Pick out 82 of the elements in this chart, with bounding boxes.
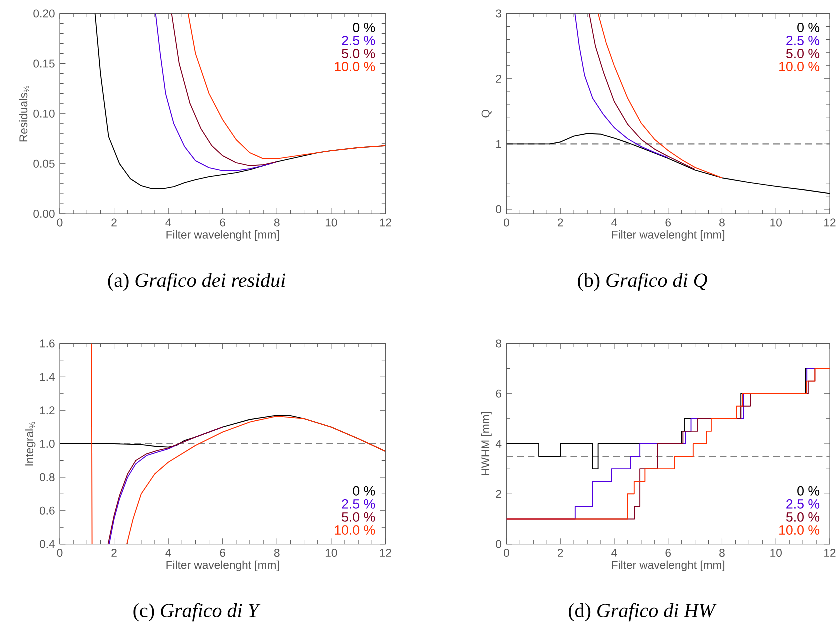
x-tick-label: 0 xyxy=(504,218,510,227)
text: 0 % xyxy=(353,486,376,496)
x-tick-label: 2 xyxy=(558,549,564,557)
text: (c) Grafico di Υ xyxy=(134,603,261,622)
y-tick-label: 0.6 xyxy=(40,506,55,515)
y-axis-title: Residuals$_{%}$ xyxy=(19,86,30,142)
text: (b) Grafico di Q xyxy=(578,272,708,292)
x-tick-label: 6 xyxy=(666,218,672,227)
text: 5.0 % xyxy=(786,49,820,58)
text: 10.0 % xyxy=(780,526,820,535)
y-tick-label: 1.0 xyxy=(40,440,55,448)
x-tick-label: 6 xyxy=(666,549,672,558)
text: 5.0 % xyxy=(786,512,820,522)
x-tick-label: 8 xyxy=(720,218,725,227)
y-tick-label: 2 xyxy=(496,74,502,83)
text: 2.5 % xyxy=(342,499,376,509)
y-tick-label: 0.4 xyxy=(40,540,55,548)
x-tick-label: 6 xyxy=(220,218,226,227)
text: 0 % xyxy=(798,23,820,32)
line-series xyxy=(155,14,278,172)
y-tick-label: 0.8 xyxy=(40,473,55,482)
y-tick-label: 0 xyxy=(496,540,502,548)
y-tick-label: 0.05 xyxy=(34,160,55,168)
x-tick-label: 10 xyxy=(770,549,782,558)
text: 10.0 % xyxy=(335,526,376,535)
y-axis-title: Integral$_{%}$ xyxy=(25,422,36,466)
y-axis-title: HWHM [mm] xyxy=(481,412,492,476)
y-tick-label: 4 xyxy=(496,440,502,448)
text: (d) Grafico di HW xyxy=(569,603,717,622)
x-tick-label: 10 xyxy=(326,549,338,558)
y-tick-label: 1.2 xyxy=(40,406,55,415)
x-axis-title: Filter wavelenght [mm] xyxy=(166,560,280,572)
y-tick-label: 0.00 xyxy=(34,210,55,218)
x-tick-label: 8 xyxy=(274,218,280,227)
x-tick-label: 4 xyxy=(612,549,618,557)
x-tick-label: 6 xyxy=(220,549,226,558)
x-tick-label: 0 xyxy=(57,549,63,558)
text: 10.0 % xyxy=(335,62,376,72)
text: 2.5 % xyxy=(342,36,376,46)
x-tick-label: 0 xyxy=(57,218,63,227)
x-tick-label: 10 xyxy=(326,218,338,227)
y-tick-label: 0.15 xyxy=(34,60,55,68)
text: 5.0 % xyxy=(342,49,376,58)
line-series xyxy=(598,14,723,179)
y-tick-label: 1 xyxy=(496,140,502,148)
x-tick-label: 12 xyxy=(380,218,392,227)
y-tick-label: 6 xyxy=(496,390,502,398)
x-axis-title: Filter wavelenght [mm] xyxy=(612,560,725,572)
x-tick-label: 4 xyxy=(612,218,618,227)
y-tick-label: 3 xyxy=(496,10,502,18)
x-tick-label: 12 xyxy=(824,218,836,227)
x-tick-label: 4 xyxy=(166,218,172,227)
x-axis-title: Filter wavelenght [mm] xyxy=(166,230,280,242)
y-tick-label: 1.4 xyxy=(40,373,55,382)
x-tick-label: 12 xyxy=(824,549,836,557)
text: 0 % xyxy=(353,23,376,32)
y-tick-label: 0.20 xyxy=(34,10,55,18)
x-tick-label: 0 xyxy=(504,549,510,558)
x-tick-label: 2 xyxy=(112,218,117,227)
x-tick-label: 12 xyxy=(380,549,392,557)
y-tick-label: 2 xyxy=(496,490,502,498)
x-tick-label: 8 xyxy=(274,549,280,558)
text: 10.0 % xyxy=(780,62,820,72)
text: 2.5 % xyxy=(786,36,820,46)
y-axis-title: Q xyxy=(482,110,492,118)
y-tick-label: 8 xyxy=(496,340,502,348)
y-tick-label: 0 xyxy=(496,205,502,214)
x-axis-title: Filter wavelenght [mm] xyxy=(612,230,725,242)
text: 5.0 % xyxy=(342,512,376,522)
text: 2.5 % xyxy=(786,499,820,509)
text: (a) Grafico dei residui xyxy=(108,272,286,292)
x-tick-label: 2 xyxy=(112,549,117,557)
line-series xyxy=(574,14,669,158)
line-series xyxy=(506,133,830,194)
y-tick-label: 1.6 xyxy=(40,340,55,348)
x-tick-label: 10 xyxy=(770,218,782,227)
text: 0 % xyxy=(798,486,820,496)
y-tick-label: 0.10 xyxy=(34,110,55,118)
x-tick-label: 8 xyxy=(720,549,725,558)
x-tick-label: 2 xyxy=(558,218,564,227)
x-tick-label: 4 xyxy=(166,549,172,557)
line-series xyxy=(171,14,278,166)
